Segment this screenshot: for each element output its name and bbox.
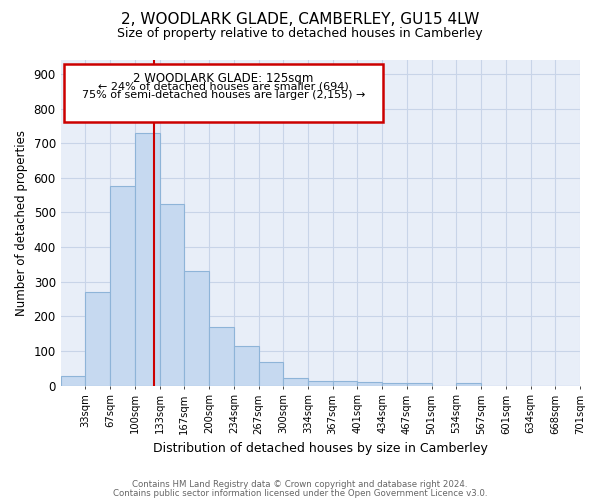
Bar	[61, 376, 85, 386]
Text: Contains public sector information licensed under the Open Government Licence v3: Contains public sector information licen…	[113, 488, 487, 498]
Y-axis label: Number of detached properties: Number of detached properties	[15, 130, 28, 316]
Bar	[308, 381, 332, 386]
Bar	[110, 186, 135, 386]
Bar	[382, 382, 407, 386]
Text: 2, WOODLARK GLADE, CAMBERLEY, GU15 4LW: 2, WOODLARK GLADE, CAMBERLEY, GU15 4LW	[121, 12, 479, 28]
Text: Size of property relative to detached houses in Camberley: Size of property relative to detached ho…	[117, 28, 483, 40]
Text: Contains HM Land Registry data © Crown copyright and database right 2024.: Contains HM Land Registry data © Crown c…	[132, 480, 468, 489]
Bar	[358, 382, 382, 386]
Bar	[85, 292, 110, 386]
Bar	[184, 272, 209, 386]
Text: 75% of semi-detached houses are larger (2,155) →: 75% of semi-detached houses are larger (…	[82, 90, 365, 101]
Bar	[283, 378, 308, 386]
FancyBboxPatch shape	[64, 64, 383, 122]
Bar	[160, 204, 184, 386]
Bar	[234, 346, 259, 386]
X-axis label: Distribution of detached houses by size in Camberley: Distribution of detached houses by size …	[153, 442, 488, 455]
Bar	[209, 327, 234, 386]
Bar	[259, 362, 283, 386]
Bar	[457, 383, 481, 386]
Text: ← 24% of detached houses are smaller (694): ← 24% of detached houses are smaller (69…	[98, 82, 349, 92]
Bar	[135, 133, 160, 386]
Bar	[332, 381, 358, 386]
Text: 2 WOODLARK GLADE: 125sqm: 2 WOODLARK GLADE: 125sqm	[133, 72, 314, 85]
Bar	[407, 383, 431, 386]
